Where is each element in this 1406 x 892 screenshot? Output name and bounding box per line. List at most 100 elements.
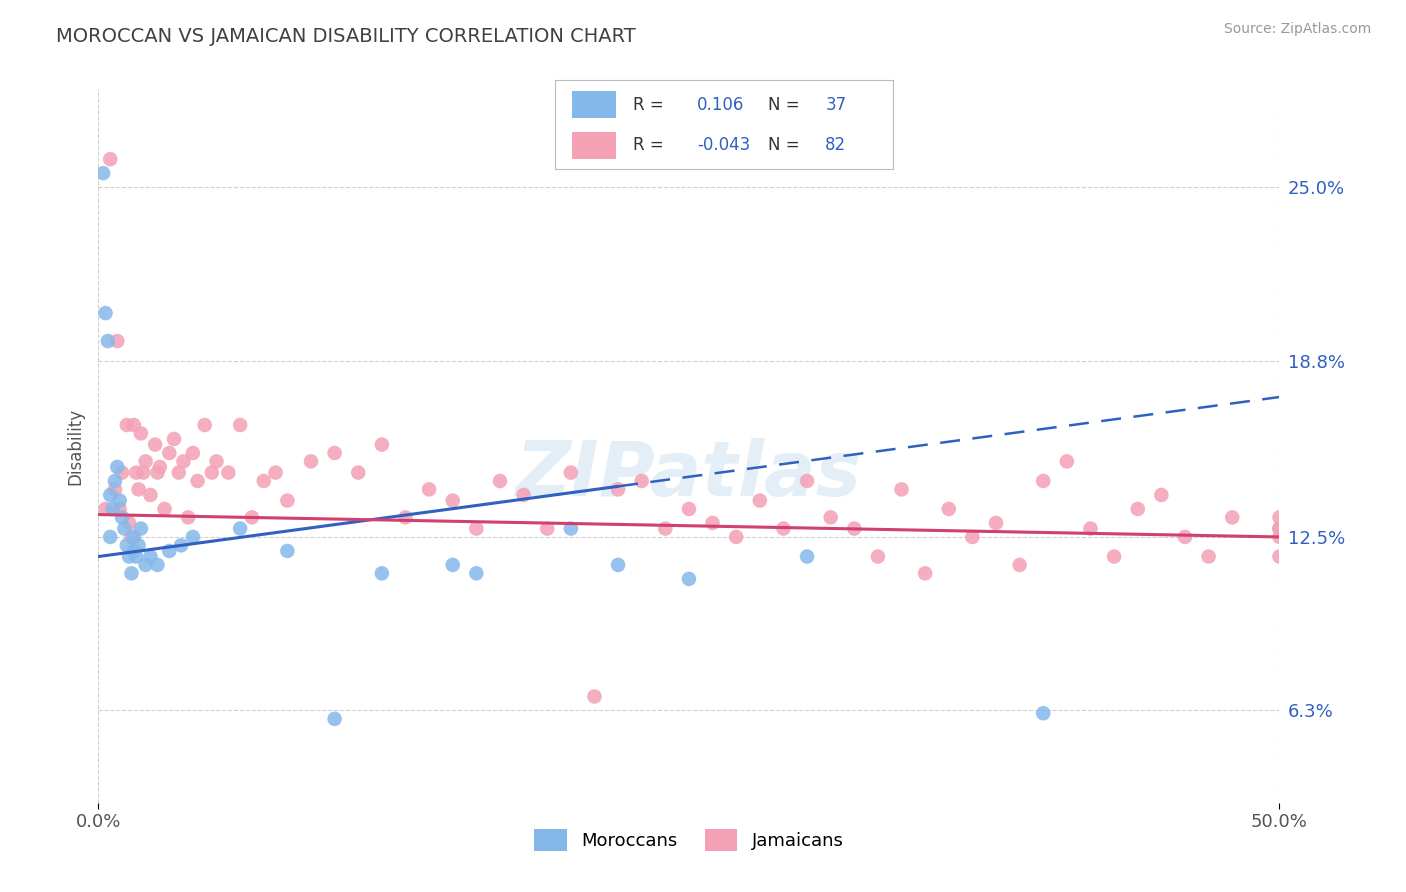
Point (276, 493, 298, 508)
Point (125, 549, 148, 564)
Point (135, 558, 157, 572)
Point (105, 334, 128, 348)
Point (465, 522, 488, 536)
Point (441, 493, 464, 508)
Point (181, 446, 204, 460)
Point (299, 454, 322, 468)
Point (583, 690, 606, 704)
Point (132, 466, 155, 480)
Text: Source: ZipAtlas.com: Source: ZipAtlas.com (1223, 22, 1371, 37)
Point (560, 466, 582, 480)
Text: 0.106: 0.106 (697, 95, 744, 114)
Point (129, 522, 152, 536)
Point (149, 460, 172, 475)
Point (91, 166, 114, 180)
Point (128, 538, 150, 552)
Point (167, 466, 190, 480)
Text: 37: 37 (825, 95, 846, 114)
Point (143, 437, 166, 451)
Point (98, 488, 121, 502)
Point (371, 437, 394, 451)
Point (194, 417, 217, 432)
Point (104, 474, 127, 488)
Point (844, 522, 866, 536)
Point (97, 334, 120, 348)
Point (98, 152, 121, 166)
Point (205, 454, 228, 468)
Point (607, 558, 630, 572)
Point (108, 502, 131, 516)
Text: N =: N = (768, 136, 804, 154)
Point (678, 572, 700, 586)
Point (121, 566, 143, 581)
Text: R =: R = (633, 136, 669, 154)
Point (323, 712, 346, 726)
Bar (572, 91, 616, 118)
Point (157, 446, 180, 460)
Point (98, 530, 121, 544)
Point (772, 522, 794, 536)
Point (796, 549, 818, 564)
Text: N =: N = (768, 95, 804, 114)
Point (371, 566, 394, 581)
Point (489, 474, 512, 488)
Point (157, 544, 180, 558)
Point (1220, 510, 1243, 524)
Point (115, 417, 138, 432)
Point (229, 522, 252, 536)
Point (820, 68, 842, 82)
Point (187, 474, 209, 488)
Point (1080, 522, 1102, 536)
Point (465, 566, 488, 581)
Point (229, 417, 252, 432)
Point (654, 522, 676, 536)
Point (630, 474, 652, 488)
Point (112, 522, 135, 536)
Point (678, 502, 700, 516)
Point (118, 549, 141, 564)
Point (163, 432, 186, 446)
Point (135, 454, 157, 468)
Point (1268, 549, 1291, 564)
Text: MOROCCAN VS JAMAICAN DISABILITY CORRELATION CHART: MOROCCAN VS JAMAICAN DISABILITY CORRELAT… (56, 27, 636, 45)
Point (1174, 530, 1197, 544)
Point (702, 516, 724, 530)
Point (1032, 706, 1054, 721)
Point (146, 466, 169, 480)
Point (560, 522, 582, 536)
Point (253, 474, 276, 488)
Point (125, 466, 148, 480)
Point (276, 544, 298, 558)
Point (128, 483, 150, 497)
Point (418, 483, 440, 497)
Point (105, 460, 128, 475)
Legend: Moroccans, Jamaicans: Moroccans, Jamaicans (527, 822, 851, 858)
Point (240, 510, 263, 524)
Point (94, 502, 117, 516)
Point (820, 510, 842, 524)
Point (1268, 510, 1291, 524)
Point (153, 502, 176, 516)
Point (866, 549, 889, 564)
Point (139, 488, 162, 502)
Point (394, 510, 416, 524)
Text: 82: 82 (825, 136, 846, 154)
Point (129, 426, 152, 441)
Point (607, 483, 630, 497)
Point (1102, 549, 1125, 564)
Point (1268, 530, 1291, 544)
Point (101, 502, 124, 516)
Text: -0.043: -0.043 (697, 136, 751, 154)
Point (890, 483, 912, 497)
Point (111, 510, 134, 524)
Point (938, 502, 960, 516)
Bar (572, 132, 616, 159)
Point (121, 530, 143, 544)
Point (115, 538, 138, 552)
Text: R =: R = (633, 95, 669, 114)
Point (122, 417, 145, 432)
Point (172, 454, 194, 468)
Point (748, 493, 770, 508)
Point (1056, 454, 1078, 468)
Point (1150, 488, 1173, 502)
